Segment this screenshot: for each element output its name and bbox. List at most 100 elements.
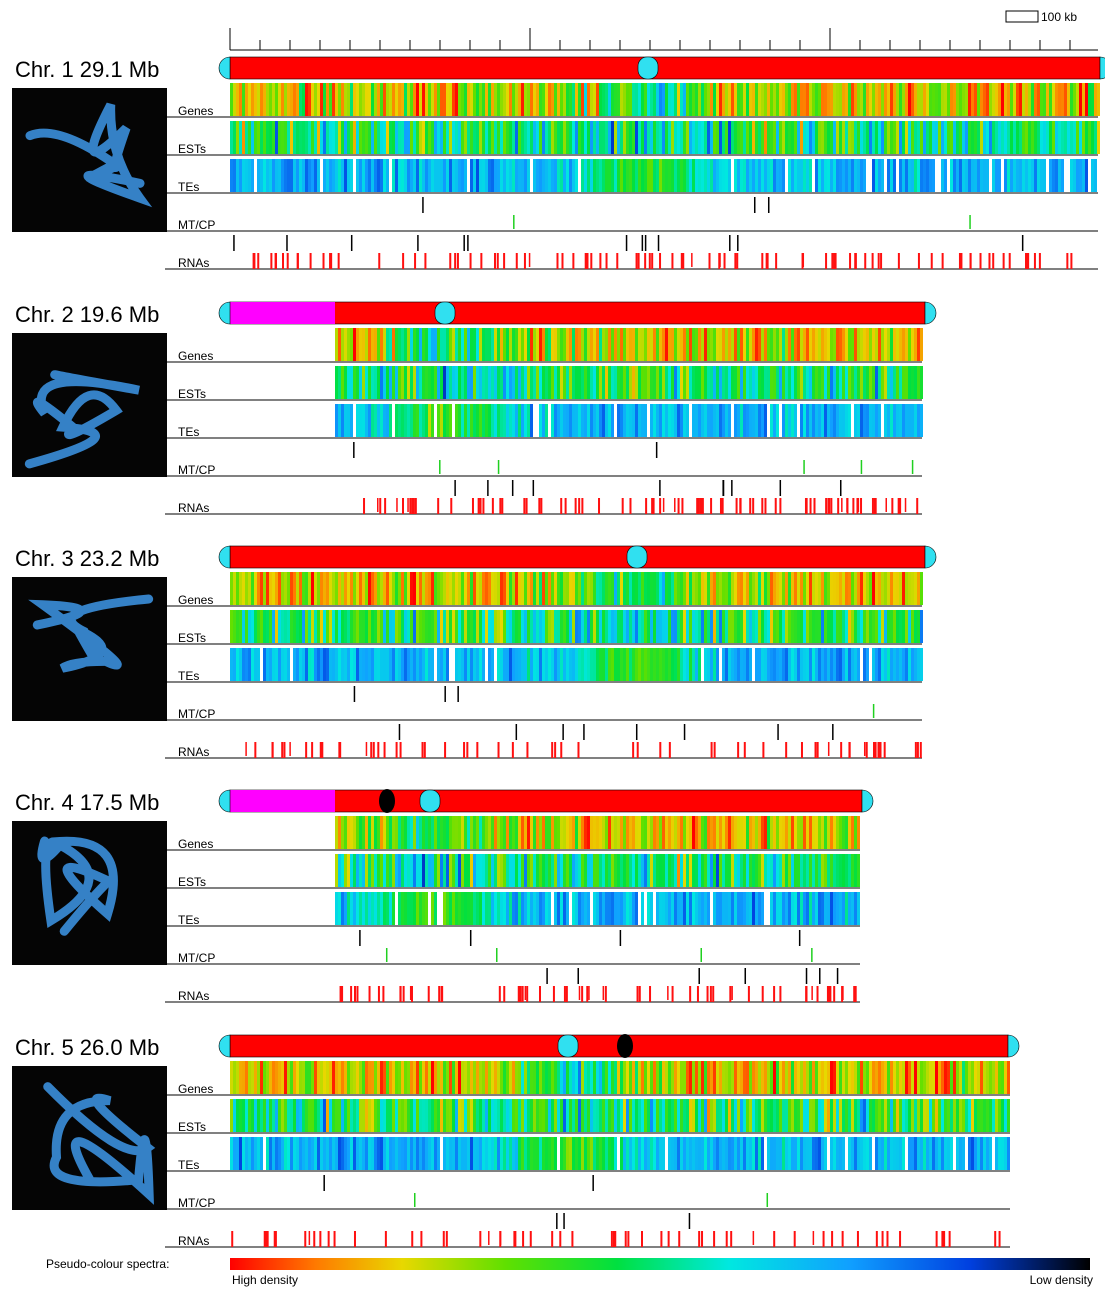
rna-tick	[830, 498, 832, 514]
rna-tick	[660, 1231, 662, 1247]
density-stripe	[899, 121, 902, 154]
density-stripe	[722, 1061, 725, 1094]
density-stripe	[806, 816, 809, 849]
density-stripe	[989, 83, 992, 116]
density-stripe	[254, 610, 257, 643]
density-stripe	[902, 1061, 905, 1094]
density-stripe	[707, 159, 710, 192]
density-stripe	[593, 1061, 596, 1094]
density-stripe	[554, 892, 557, 925]
density-stripe	[497, 1099, 500, 1132]
density-stripe	[821, 572, 824, 605]
density-stripe	[989, 1137, 992, 1170]
density-stripe	[365, 404, 368, 437]
rna-tick	[713, 1231, 715, 1247]
density-stripe	[827, 1137, 830, 1170]
density-stripe	[260, 648, 263, 681]
density-stripe	[593, 121, 596, 154]
density-stripe	[587, 610, 590, 643]
density-stripe	[530, 816, 533, 849]
density-stripe	[701, 366, 704, 399]
density-stripe	[377, 892, 380, 925]
feature-tick	[351, 235, 353, 251]
density-stripe	[569, 892, 572, 925]
density-stripe	[386, 328, 389, 361]
density-stripe	[392, 816, 395, 849]
density-stripe	[551, 121, 554, 154]
rna-tick	[649, 986, 651, 1002]
density-stripe	[647, 648, 650, 681]
density-stripe	[788, 1099, 791, 1132]
density-stripe	[959, 83, 962, 116]
density-stripe	[632, 83, 635, 116]
density-stripe	[599, 366, 602, 399]
density-stripe	[293, 648, 296, 681]
rna-tick	[310, 253, 312, 269]
rna-tick	[994, 1231, 996, 1247]
density-stripe	[623, 159, 626, 192]
density-stripe	[293, 1061, 296, 1094]
density-stripe	[1013, 83, 1016, 116]
density-stripe	[422, 572, 425, 605]
density-stripe	[248, 648, 251, 681]
feature-tick	[359, 930, 361, 946]
rna-tick	[590, 253, 592, 269]
density-stripe	[356, 892, 359, 925]
density-stripe	[392, 892, 395, 925]
density-stripe	[419, 1061, 422, 1094]
density-stripe	[896, 1099, 899, 1132]
density-stripe	[446, 121, 449, 154]
density-stripe	[683, 648, 686, 681]
density-stripe	[530, 404, 533, 437]
density-stripe	[452, 1061, 455, 1094]
rna-tick	[559, 1231, 561, 1247]
density-stripe	[686, 404, 689, 437]
density-stripe	[1058, 121, 1061, 154]
density-stripe	[368, 648, 371, 681]
density-stripe	[671, 816, 674, 849]
density-stripe	[569, 1099, 572, 1132]
track-label: ESTs	[178, 875, 206, 889]
density-stripe	[308, 572, 311, 605]
density-stripe	[293, 1099, 296, 1132]
density-stripe	[986, 1061, 989, 1094]
density-stripe	[350, 366, 353, 399]
rna-tick	[560, 742, 562, 758]
rna-tick	[752, 498, 754, 514]
density-stripe	[341, 328, 344, 361]
density-stripe	[632, 648, 635, 681]
density-stripe	[986, 159, 989, 192]
density-stripe	[476, 121, 479, 154]
density-stripe	[677, 328, 680, 361]
density-stripe	[581, 610, 584, 643]
density-stripe	[929, 83, 932, 116]
density-stripe	[641, 1137, 644, 1170]
density-stripe	[980, 159, 983, 192]
feature-tick	[753, 1231, 755, 1245]
density-stripe	[317, 648, 320, 681]
feature-tick	[529, 253, 531, 267]
density-stripe	[743, 1099, 746, 1132]
density-stripe	[383, 816, 386, 849]
density-stripe	[686, 572, 689, 605]
density-stripe	[410, 892, 413, 925]
density-stripe	[737, 572, 740, 605]
density-stripe	[464, 572, 467, 605]
density-stripe	[941, 121, 944, 154]
rna-tick	[852, 498, 854, 514]
density-stripe	[836, 1137, 839, 1170]
density-stripe	[866, 366, 869, 399]
density-stripe	[776, 1061, 779, 1094]
feature-tick	[873, 704, 875, 718]
density-stripe	[875, 648, 878, 681]
density-stripe	[602, 328, 605, 361]
density-stripe	[446, 1099, 449, 1132]
density-stripe	[671, 1137, 674, 1170]
density-stripe	[713, 854, 716, 887]
density-stripe	[347, 121, 350, 154]
chromosome-label: Chr. 5 26.0 Mb	[15, 1035, 159, 1060]
density-stripe	[749, 1061, 752, 1094]
density-stripe	[785, 854, 788, 887]
density-stripe	[833, 572, 836, 605]
density-stripe	[920, 159, 923, 192]
